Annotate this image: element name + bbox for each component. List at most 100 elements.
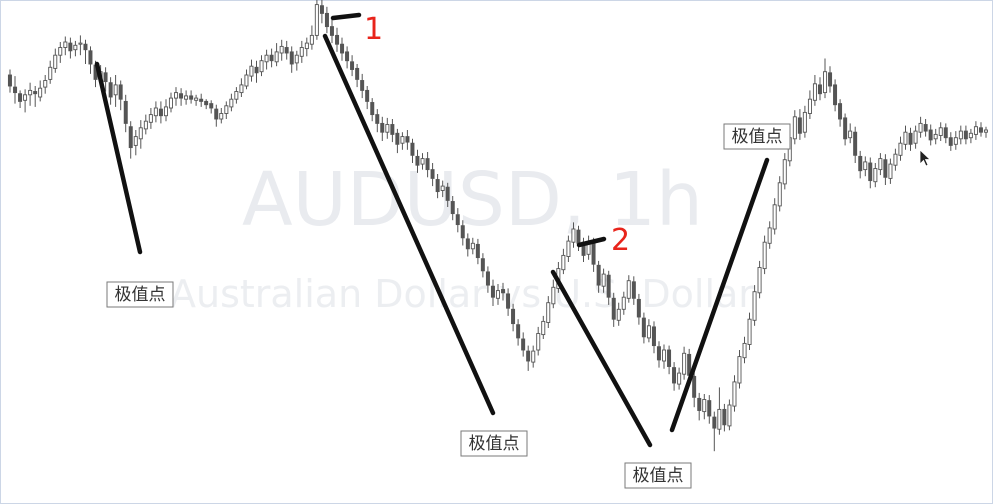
candle-body [888,163,893,179]
candle [722,403,727,432]
candle-body [189,95,194,100]
candle-body [682,352,687,375]
candle-body [455,214,460,226]
candle [707,395,712,424]
candle-body [913,130,918,144]
candle-body [978,127,983,133]
candle-body [656,346,661,361]
candle [692,370,697,408]
candle [616,302,621,326]
candle-body [380,122,385,133]
candle [425,152,430,178]
candle [460,220,465,246]
candle-body [345,51,350,62]
candle-body [38,87,43,98]
candle [973,121,978,140]
candle-body [7,74,12,87]
candle-body [440,185,445,191]
candle [475,238,480,265]
candle [561,248,566,275]
candle [355,64,360,88]
candle-body [83,43,88,51]
candle [420,153,425,170]
candle-body [335,34,340,45]
candle-body [224,105,229,114]
candle-body [470,242,475,250]
candle [797,109,802,140]
candle [375,109,380,133]
extreme-point-label-box [106,281,174,308]
candle [168,92,173,113]
candle [118,80,123,111]
candle-body [340,43,345,54]
candle [395,128,400,154]
candle [516,319,521,346]
candle-body [133,136,138,146]
candle-body [435,179,440,193]
candle-body [269,54,274,62]
extreme-point-label-text: 极值点 [633,466,684,486]
candle-body [485,271,490,286]
candle-body [249,65,254,77]
candle [626,275,631,303]
candle [697,392,702,421]
candle-body [692,375,697,398]
candle [702,394,707,420]
candle [667,345,672,375]
candle-body [495,290,500,299]
trend-line [94,61,143,255]
candle-body [797,117,802,134]
candle-body [360,80,365,91]
candle [365,86,370,110]
candle-body [631,281,636,299]
candle [470,237,475,255]
candle [606,270,611,305]
candle [7,69,12,93]
candle-body [234,91,239,100]
candle-body [28,89,33,96]
candle-body [546,302,551,323]
candle [777,176,782,212]
candle [541,315,546,339]
candle-body [757,267,762,294]
candle [158,101,163,124]
candle [58,42,63,63]
candle-body [400,136,405,144]
candle-body [299,47,304,57]
candle-body [838,103,843,120]
candle [531,345,536,368]
candle-body [43,80,48,88]
candle-body [812,83,817,101]
candle [335,27,340,52]
candle [43,75,48,94]
candle-body [903,131,908,145]
candle-body [460,225,465,239]
candle [189,90,194,104]
candle [324,6,329,34]
candle-body [963,130,968,140]
candle-body [928,129,933,141]
candle [737,350,742,389]
extreme-point-label-text: 极值点 [469,434,520,454]
candles-layer [7,0,988,452]
candle-body [621,296,626,310]
candle-body [853,131,858,156]
candle-body [662,349,667,362]
candle [817,77,822,101]
candle [983,126,988,138]
candle [903,125,908,150]
candle-body [199,98,204,102]
candle-body [229,98,234,108]
candle [923,119,928,137]
candle [878,153,883,176]
candle-body [465,238,470,250]
candle [249,59,254,82]
candle-body [918,122,923,133]
candle [440,180,445,198]
candle [239,78,244,97]
candle-body [53,54,58,69]
candle-body [103,72,108,83]
candle-body [968,132,973,139]
candle-body [329,26,334,36]
